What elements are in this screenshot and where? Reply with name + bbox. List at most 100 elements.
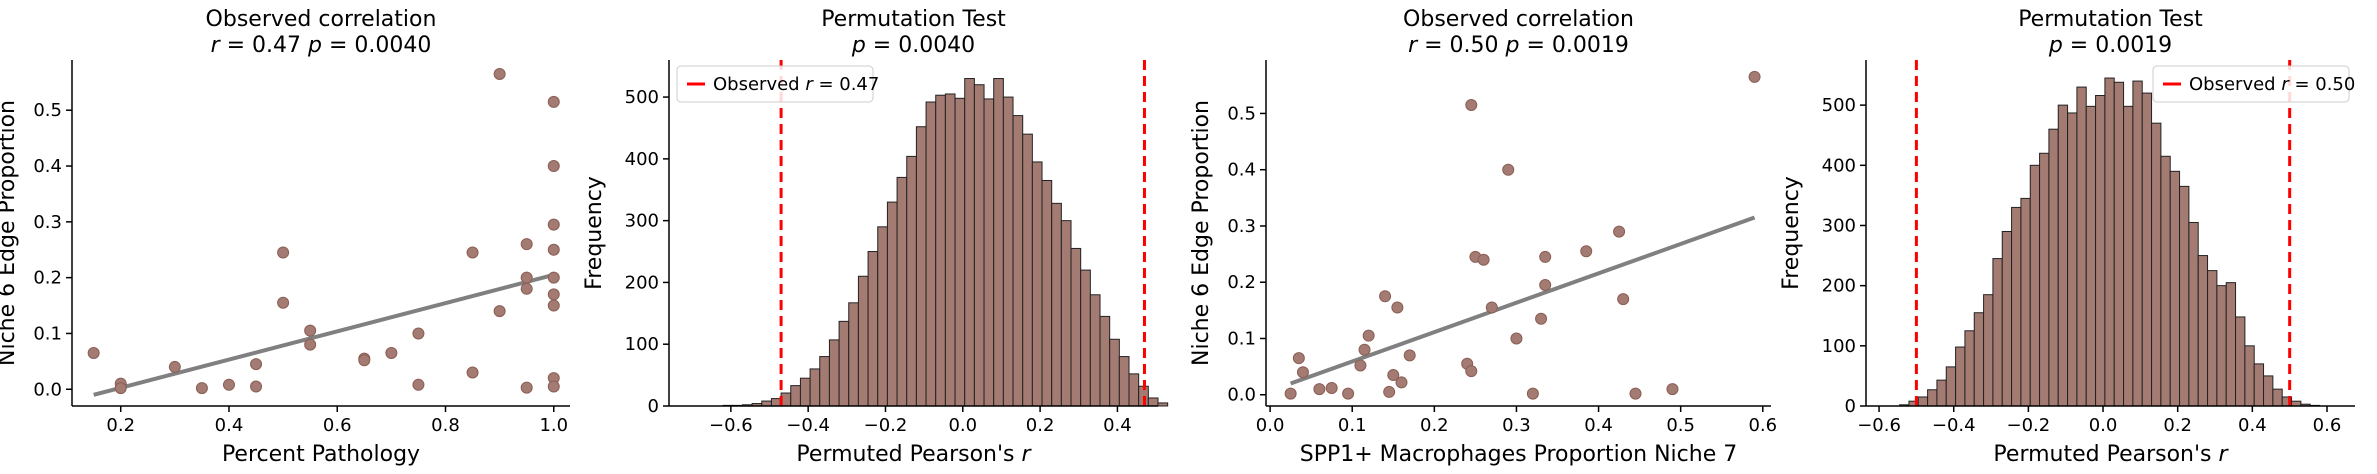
- histogram-bar: [1147, 397, 1159, 407]
- y-tick-label: 0.5: [33, 100, 62, 121]
- scatter-point: [547, 243, 560, 256]
- scatter-point: [358, 354, 371, 367]
- scatter-point: [520, 271, 533, 284]
- scatter-point: [1510, 332, 1523, 345]
- scatter-point: [547, 160, 560, 173]
- scatter-point: [1325, 381, 1338, 394]
- legend: Observed r = 0.47: [676, 65, 879, 103]
- legend-box: [2152, 65, 2350, 103]
- histogram-bar: [1992, 258, 2003, 407]
- histogram-bar: [2235, 316, 2246, 407]
- histogram-bar: [809, 368, 821, 407]
- x-axis-label: Permuted Pearson's r: [796, 442, 1032, 467]
- legend-label: Observed r = 0.50: [2189, 74, 2355, 95]
- histogram-bar: [1955, 346, 1966, 407]
- histogram-bar: [2048, 128, 2059, 407]
- x-tick-label: −0.2: [864, 415, 908, 436]
- y-tick-label: 0.4: [33, 156, 62, 177]
- scatter-point: [1379, 290, 1392, 303]
- scatter-point: [304, 338, 317, 351]
- histogram-bar: [973, 84, 985, 407]
- histogram-bar: [896, 176, 908, 407]
- histogram-bar: [2011, 206, 2022, 407]
- chart-subtitle: p = 0.0040: [851, 33, 975, 58]
- histogram-bar: [2272, 388, 2283, 407]
- histogram-bar: [2151, 122, 2162, 407]
- scatter-point: [1403, 349, 1416, 362]
- histogram-bar: [1118, 356, 1130, 407]
- scatter-point: [493, 305, 506, 318]
- scatter-point: [1580, 245, 1593, 258]
- histogram-bar: [2039, 152, 2050, 407]
- scatter-point: [1666, 383, 1679, 396]
- y-tick-label: 0.2: [33, 268, 62, 289]
- histogram-bar: [2123, 105, 2134, 407]
- legend-box: [676, 65, 874, 103]
- scatter-point: [1539, 279, 1552, 292]
- histogram-bar: [2057, 104, 2069, 407]
- histogram-bar: [1099, 315, 1111, 407]
- histogram-bar: [886, 201, 898, 407]
- scatter-point: [1526, 387, 1539, 400]
- histogram-bar: [2132, 80, 2143, 407]
- y-tick-label: 0.0: [33, 379, 62, 400]
- chart-subtitle: r = 0.50 p = 0.0019: [1408, 33, 1629, 58]
- x-tick-label: 0.6: [323, 415, 352, 436]
- scatter-point: [1539, 250, 1552, 263]
- x-tick-label: 0.4: [215, 415, 244, 436]
- histogram-bar: [1157, 402, 1169, 407]
- scatter-point: [547, 271, 560, 284]
- scatter-point: [1395, 376, 1408, 389]
- histogram-bar: [1983, 294, 1994, 407]
- scatter-point: [1292, 352, 1305, 365]
- scatter-point: [493, 67, 506, 80]
- y-tick-label: 0.4: [1227, 160, 1256, 181]
- y-tick-label: 0.1: [1227, 328, 1256, 349]
- scatter-point: [87, 346, 100, 359]
- x-tick-label: 0.2: [2163, 415, 2192, 436]
- scatter-point: [1383, 385, 1396, 398]
- histogram-bar: [877, 226, 888, 407]
- x-tick-label: −0.6: [1857, 415, 1901, 436]
- histogram-bar: [1041, 179, 1053, 407]
- x-tick-label: 0.2: [1420, 415, 1449, 436]
- x-tick-label: −0.2: [2007, 415, 2051, 436]
- y-tick-label: 0.2: [1227, 272, 1256, 293]
- scatter-point: [1617, 293, 1630, 306]
- histogram-bar: [838, 320, 850, 407]
- scatter-point: [1354, 359, 1367, 372]
- histogram-bar: [954, 97, 966, 407]
- chart-title: Observed correlation: [1403, 7, 1634, 32]
- scatter-point: [1362, 329, 1375, 342]
- scatter-point: [1391, 301, 1404, 314]
- histogram-bar: [2104, 77, 2115, 407]
- scatter-point: [1387, 369, 1400, 382]
- chart-subtitle: r = 0.47 p = 0.0040: [211, 33, 432, 58]
- scatter-point: [304, 324, 317, 337]
- scatter-point: [520, 238, 533, 251]
- histogram-bar: [1080, 269, 1091, 407]
- histogram-bar: [2169, 170, 2181, 407]
- y-tick-label: 0.5: [1227, 103, 1256, 124]
- y-tick-label: 0.0: [1227, 385, 1256, 406]
- x-tick-label: −0.6: [709, 415, 753, 436]
- y-tick-label: 100: [625, 334, 659, 355]
- histogram-bar: [2225, 282, 2237, 407]
- x-tick-label: 0.3: [1502, 415, 1531, 436]
- y-tick-label: 100: [1822, 336, 1856, 357]
- histogram-bar: [1031, 161, 1043, 407]
- histogram-bar: [790, 385, 801, 407]
- y-tick-label: 200: [625, 272, 659, 293]
- histogram-bar: [828, 339, 840, 407]
- histogram-bar: [1089, 294, 1101, 407]
- scatter-point: [250, 380, 263, 393]
- histogram-bar: [1128, 373, 1140, 407]
- scatter-point: [547, 299, 560, 312]
- histogram-bar: [2197, 255, 2209, 407]
- x-tick-label: 0.4: [2238, 415, 2267, 436]
- x-tick-label: −0.4: [786, 415, 830, 436]
